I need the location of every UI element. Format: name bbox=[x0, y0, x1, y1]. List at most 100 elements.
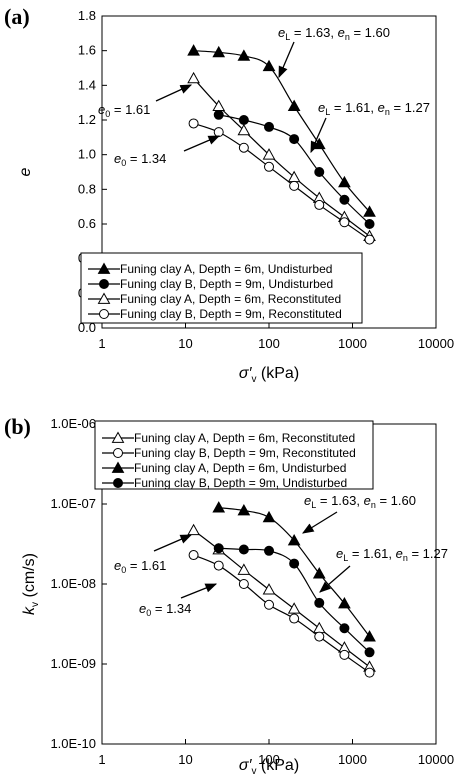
data-point-a-0-6 bbox=[338, 175, 351, 188]
legend-label-b-1: Funing clay B, Depth = 9m, Reconstituted bbox=[134, 446, 356, 460]
x-tick-label-b-0: 1 bbox=[98, 752, 105, 767]
data-point-a-2-1 bbox=[212, 99, 226, 112]
y-tick-label-a-8: 1.6 bbox=[78, 43, 96, 58]
data-point-a-1-2 bbox=[264, 121, 274, 132]
legend-marker-b-2 bbox=[111, 461, 125, 473]
data-point-a-3-3 bbox=[264, 161, 274, 172]
y-tick-label-a-3: 0.6 bbox=[78, 216, 96, 231]
data-point-b-2-1 bbox=[237, 503, 251, 516]
legend-label-a-3: Funing clay B, Depth = 9m, Reconstituted bbox=[120, 307, 342, 321]
x-label-a-unit: (kPa) bbox=[256, 365, 299, 382]
annotation-b-e0-134: e0 = 1.34 bbox=[139, 601, 191, 618]
arrow-a-e0-134 bbox=[183, 135, 221, 152]
data-point-b-0-4 bbox=[287, 602, 301, 614]
legend-label-b-3: Funing clay B, Depth = 9m, Undisturbed bbox=[134, 476, 347, 490]
data-point-b-0-2 bbox=[237, 563, 251, 575]
x-tick-label-b-4: 10000 bbox=[418, 752, 454, 767]
data-point-b-3-2 bbox=[264, 545, 274, 556]
data-point-b-3-6 bbox=[364, 647, 375, 658]
data-point-b-0-0 bbox=[187, 523, 200, 536]
data-point-a-1-0 bbox=[213, 109, 224, 120]
data-point-a-0-5 bbox=[312, 137, 326, 150]
data-point-b-2-0 bbox=[212, 501, 226, 513]
data-point-b-1-1 bbox=[213, 560, 224, 571]
data-point-b-1-2 bbox=[238, 579, 249, 589]
data-point-b-3-3 bbox=[289, 558, 300, 569]
data-point-b-1-3 bbox=[264, 599, 274, 610]
legend-label-a-0: Funing clay A, Depth = 6m, Undisturbed bbox=[120, 262, 332, 276]
data-point-a-0-0 bbox=[187, 44, 200, 56]
legend-marker-b-1 bbox=[113, 448, 123, 458]
data-point-b-2-5 bbox=[338, 597, 351, 609]
annotation-a-el161: eL = 1.61, en = 1.27 bbox=[318, 100, 430, 117]
x-tick-label-a-3: 1000 bbox=[338, 336, 367, 351]
data-point-a-0-4 bbox=[287, 99, 301, 112]
arrow-b-el161 bbox=[319, 565, 351, 593]
data-point-b-1-4 bbox=[289, 613, 300, 624]
data-point-b-0-5 bbox=[312, 621, 326, 634]
data-point-a-1-3 bbox=[289, 134, 300, 145]
data-point-b-2-2 bbox=[262, 510, 276, 523]
x-tick-label-a-2: 100 bbox=[258, 336, 280, 351]
legend-label-b-0: Funing clay A, Depth = 6m, Reconstituted bbox=[134, 431, 355, 445]
x-axis-label-b: σ′v (kPa) bbox=[239, 757, 299, 776]
chart-b: (b) 1 10 100 1000 10000 1.0E-10 1.0E-09 1.0E-08… bbox=[4, 414, 454, 776]
y-tick-label-a-6: 1.2 bbox=[78, 112, 96, 127]
x-tick-label-b-2: 100 bbox=[258, 752, 280, 767]
legend-marker-a-2 bbox=[97, 292, 111, 304]
arrow-a-el163 bbox=[278, 41, 295, 79]
y-tick-label-b-2: 1.0E-08 bbox=[50, 576, 96, 591]
data-point-b-2-3 bbox=[287, 533, 301, 546]
y-tick-label-a-4: 0.8 bbox=[78, 181, 96, 196]
data-point-b-1-5 bbox=[314, 631, 325, 642]
arrow-a-el161 bbox=[310, 117, 327, 154]
data-point-b-3-4 bbox=[314, 597, 325, 608]
y-tick-label-b-4: 1.0E-06 bbox=[50, 416, 96, 431]
data-point-a-1-1 bbox=[238, 115, 249, 125]
data-point-b-3-5 bbox=[339, 623, 350, 634]
data-point-b-2-4 bbox=[312, 567, 326, 579]
legend-label-b-2: Funing clay A, Depth = 6m, Undisturbed bbox=[134, 461, 346, 475]
legend-b: Funing clay A, Depth = 6m, Reconstituted… bbox=[94, 420, 374, 490]
data-point-b-0-3 bbox=[262, 583, 276, 595]
panel-label-a: (a) bbox=[4, 4, 30, 29]
x-tick-label-b-3: 1000 bbox=[338, 752, 367, 767]
arrow-b-e0-161 bbox=[153, 534, 193, 552]
data-point-b-1-0 bbox=[188, 550, 199, 561]
x-label-a-main: σ′ bbox=[239, 365, 253, 382]
x-tick-label-b-1: 10 bbox=[178, 752, 192, 767]
data-point-b-3-0 bbox=[213, 543, 224, 554]
data-point-a-2-0 bbox=[187, 71, 200, 84]
y-axis-label-b: kv (cm/s) bbox=[21, 553, 41, 615]
annotation-a-el163: eL = 1.63, en = 1.60 bbox=[278, 25, 390, 42]
legend-b-frame bbox=[94, 420, 374, 490]
x-tick-label-a-4: 10000 bbox=[418, 336, 454, 351]
arrow-b-el163 bbox=[302, 511, 338, 534]
legend-marker-a-0 bbox=[97, 262, 111, 274]
legend-label-a-1: Funing clay B, Depth = 9m, Undisturbed bbox=[120, 277, 333, 291]
data-point-a-3-7 bbox=[364, 234, 375, 245]
data-point-a-0-3 bbox=[262, 59, 276, 72]
y-tick-label-b-3: 1.0E-07 bbox=[50, 496, 96, 511]
y-axis-label-a: e bbox=[17, 167, 34, 176]
data-point-a-2-3 bbox=[262, 148, 276, 160]
data-point-a-1-4 bbox=[314, 167, 325, 177]
y-tick-label-b-0: 1.0E-10 bbox=[50, 736, 96, 751]
arrow-b-e0-134 bbox=[180, 583, 218, 599]
y-tick-label-a-9: 1.8 bbox=[78, 8, 96, 23]
data-point-a-3-5 bbox=[314, 199, 325, 210]
data-point-a-0-7 bbox=[363, 205, 376, 217]
annotation-b-el161: eL = 1.61, en = 1.27 bbox=[336, 546, 448, 563]
x-label-a-sub: v bbox=[251, 374, 256, 385]
legend-marker-a-1 bbox=[99, 279, 109, 289]
y-tick-label-a-7: 1.4 bbox=[78, 77, 96, 92]
data-point-a-1-5 bbox=[339, 194, 350, 205]
data-point-a-3-0 bbox=[188, 118, 199, 129]
arrow-a-e0-161 bbox=[155, 84, 193, 102]
data-point-a-0-2 bbox=[237, 49, 251, 61]
y-tick-label-a-5: 1.0 bbox=[78, 147, 96, 162]
chart-a: (a) 1101001000100000.00.20.40.60.81.01.2… bbox=[4, 4, 454, 385]
data-point-a-3-6 bbox=[339, 217, 350, 228]
data-point-a-0-1 bbox=[212, 45, 226, 58]
